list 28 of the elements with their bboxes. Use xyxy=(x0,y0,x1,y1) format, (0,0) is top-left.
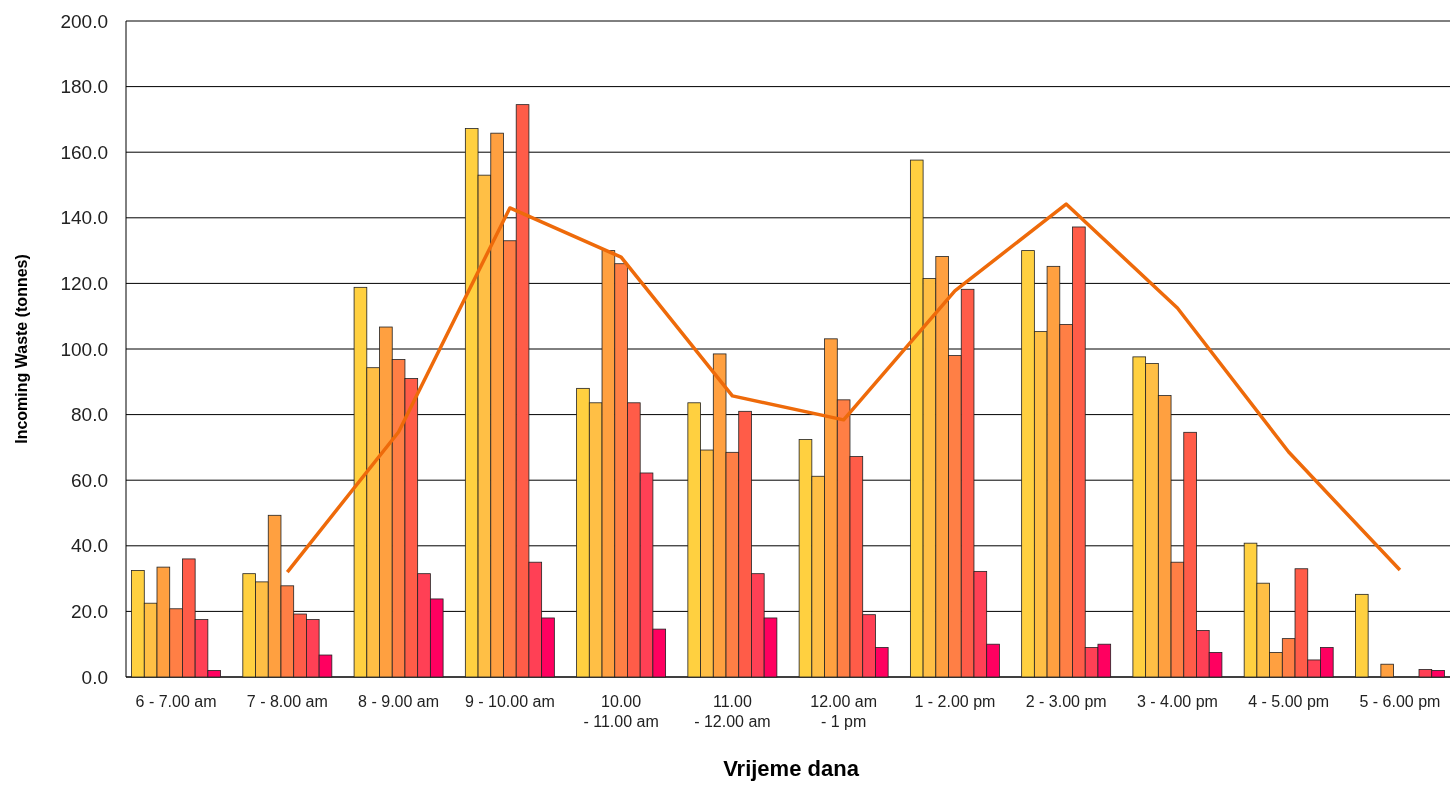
x-tick-label: 2 - 3.00 pm xyxy=(1025,693,1107,710)
y-tick-label: 40.0 xyxy=(71,535,108,557)
y-tick-label: 80.0 xyxy=(71,404,108,426)
line-series xyxy=(285,202,1402,574)
bar xyxy=(1380,663,1394,678)
y-tick-label: 20.0 xyxy=(71,601,108,623)
y-tick-label: 60.0 xyxy=(71,469,108,491)
x-tick-label: 5 - 6.00 pm xyxy=(1359,693,1441,710)
x-tick-label: 8 - 9.00 am xyxy=(358,693,440,710)
x-tick-label: 11.00 - 12.00 am xyxy=(694,693,771,730)
x-tick-label: 4 - 5.00 pm xyxy=(1248,693,1330,710)
y-tick-label: 100.0 xyxy=(60,338,108,360)
x-tick-label: 10.00 - 11.00 am xyxy=(583,693,659,730)
x-tick-label: 6 - 7.00 am xyxy=(135,693,217,710)
y-tick-label: 0.0 xyxy=(81,666,108,688)
y-tick-label: 160.0 xyxy=(60,141,108,163)
bar xyxy=(1355,593,1369,678)
x-tick-label: 9 - 10.00 am xyxy=(464,693,555,710)
y-tick-label: 140.0 xyxy=(60,207,108,229)
x-tick-label: 7 - 8.00 am xyxy=(246,693,328,710)
x-tick-label: 3 - 4.00 pm xyxy=(1136,693,1218,710)
y-tick-label: 200.0 xyxy=(60,10,108,32)
y-axis-title: Incoming Waste (tonnes) xyxy=(13,254,30,444)
y-tick-label: 180.0 xyxy=(60,76,108,98)
x-axis-title: Vrijeme dana xyxy=(723,756,860,781)
y-tick-label: 120.0 xyxy=(60,273,108,295)
x-tick-label: 12.00 am - 1 pm xyxy=(810,693,877,730)
x-tick-label: 1 - 2.00 pm xyxy=(914,693,996,710)
